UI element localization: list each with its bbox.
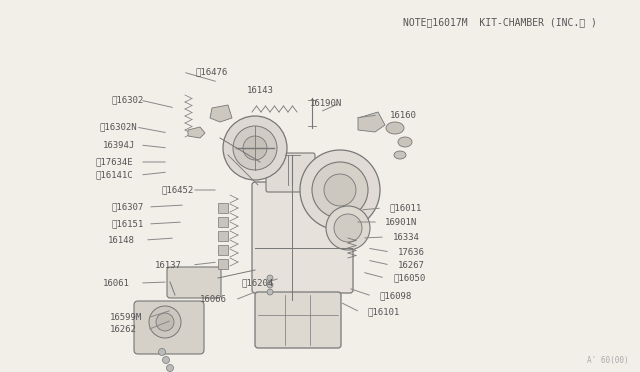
Polygon shape — [210, 105, 232, 122]
Text: ※17634E: ※17634E — [95, 157, 132, 167]
Text: 16334: 16334 — [393, 232, 420, 241]
Circle shape — [166, 365, 173, 372]
Circle shape — [300, 150, 380, 230]
Text: ※16011: ※16011 — [390, 203, 422, 212]
Text: 16901N: 16901N — [385, 218, 417, 227]
Circle shape — [334, 214, 362, 242]
Polygon shape — [358, 112, 385, 132]
Text: ※16452: ※16452 — [162, 186, 195, 195]
Bar — [218, 203, 228, 213]
Bar — [218, 231, 228, 241]
Text: 16267: 16267 — [398, 260, 425, 269]
Polygon shape — [188, 127, 205, 138]
Text: 16148: 16148 — [108, 235, 135, 244]
Text: ※16307: ※16307 — [112, 202, 144, 212]
Text: ※16141C: ※16141C — [95, 170, 132, 180]
Text: ※16204: ※16204 — [242, 279, 275, 288]
Text: 16066: 16066 — [200, 295, 227, 305]
Text: ※16101: ※16101 — [368, 308, 400, 317]
Circle shape — [159, 349, 166, 356]
Circle shape — [156, 313, 174, 331]
Text: NOTE；16017M  KIT-CHAMBER (INC.※ ): NOTE；16017M KIT-CHAMBER (INC.※ ) — [403, 17, 597, 27]
Circle shape — [223, 116, 287, 180]
Circle shape — [233, 126, 277, 170]
FancyBboxPatch shape — [266, 153, 315, 192]
FancyBboxPatch shape — [134, 301, 204, 354]
Text: 17636: 17636 — [398, 247, 425, 257]
Bar — [218, 217, 228, 227]
Text: ※16050: ※16050 — [393, 273, 425, 282]
Text: ※16302N: ※16302N — [100, 122, 138, 131]
Text: 16137: 16137 — [155, 260, 182, 269]
Text: 16143: 16143 — [247, 86, 274, 94]
Ellipse shape — [398, 137, 412, 147]
Bar — [218, 245, 228, 255]
Text: 16160: 16160 — [390, 110, 417, 119]
Text: A' 60(00): A' 60(00) — [587, 356, 629, 365]
Text: 16190N: 16190N — [310, 99, 342, 108]
Circle shape — [149, 306, 181, 338]
Circle shape — [312, 162, 368, 218]
Text: 16599M: 16599M — [110, 314, 142, 323]
Circle shape — [267, 275, 273, 281]
Bar — [218, 259, 228, 269]
Ellipse shape — [394, 151, 406, 159]
Ellipse shape — [386, 122, 404, 134]
Text: ※16151: ※16151 — [112, 219, 144, 228]
Text: ※16476: ※16476 — [195, 67, 227, 77]
FancyBboxPatch shape — [167, 267, 221, 298]
Text: ※16098: ※16098 — [380, 292, 412, 301]
Text: ※16302: ※16302 — [112, 96, 144, 105]
FancyBboxPatch shape — [252, 182, 353, 293]
FancyBboxPatch shape — [255, 292, 341, 348]
Circle shape — [163, 356, 170, 363]
Text: 16394J: 16394J — [103, 141, 135, 150]
Circle shape — [267, 282, 273, 288]
Circle shape — [243, 136, 267, 160]
Circle shape — [267, 289, 273, 295]
Text: 16262: 16262 — [110, 326, 137, 334]
Circle shape — [324, 174, 356, 206]
Circle shape — [326, 206, 370, 250]
Text: 16061: 16061 — [103, 279, 130, 288]
